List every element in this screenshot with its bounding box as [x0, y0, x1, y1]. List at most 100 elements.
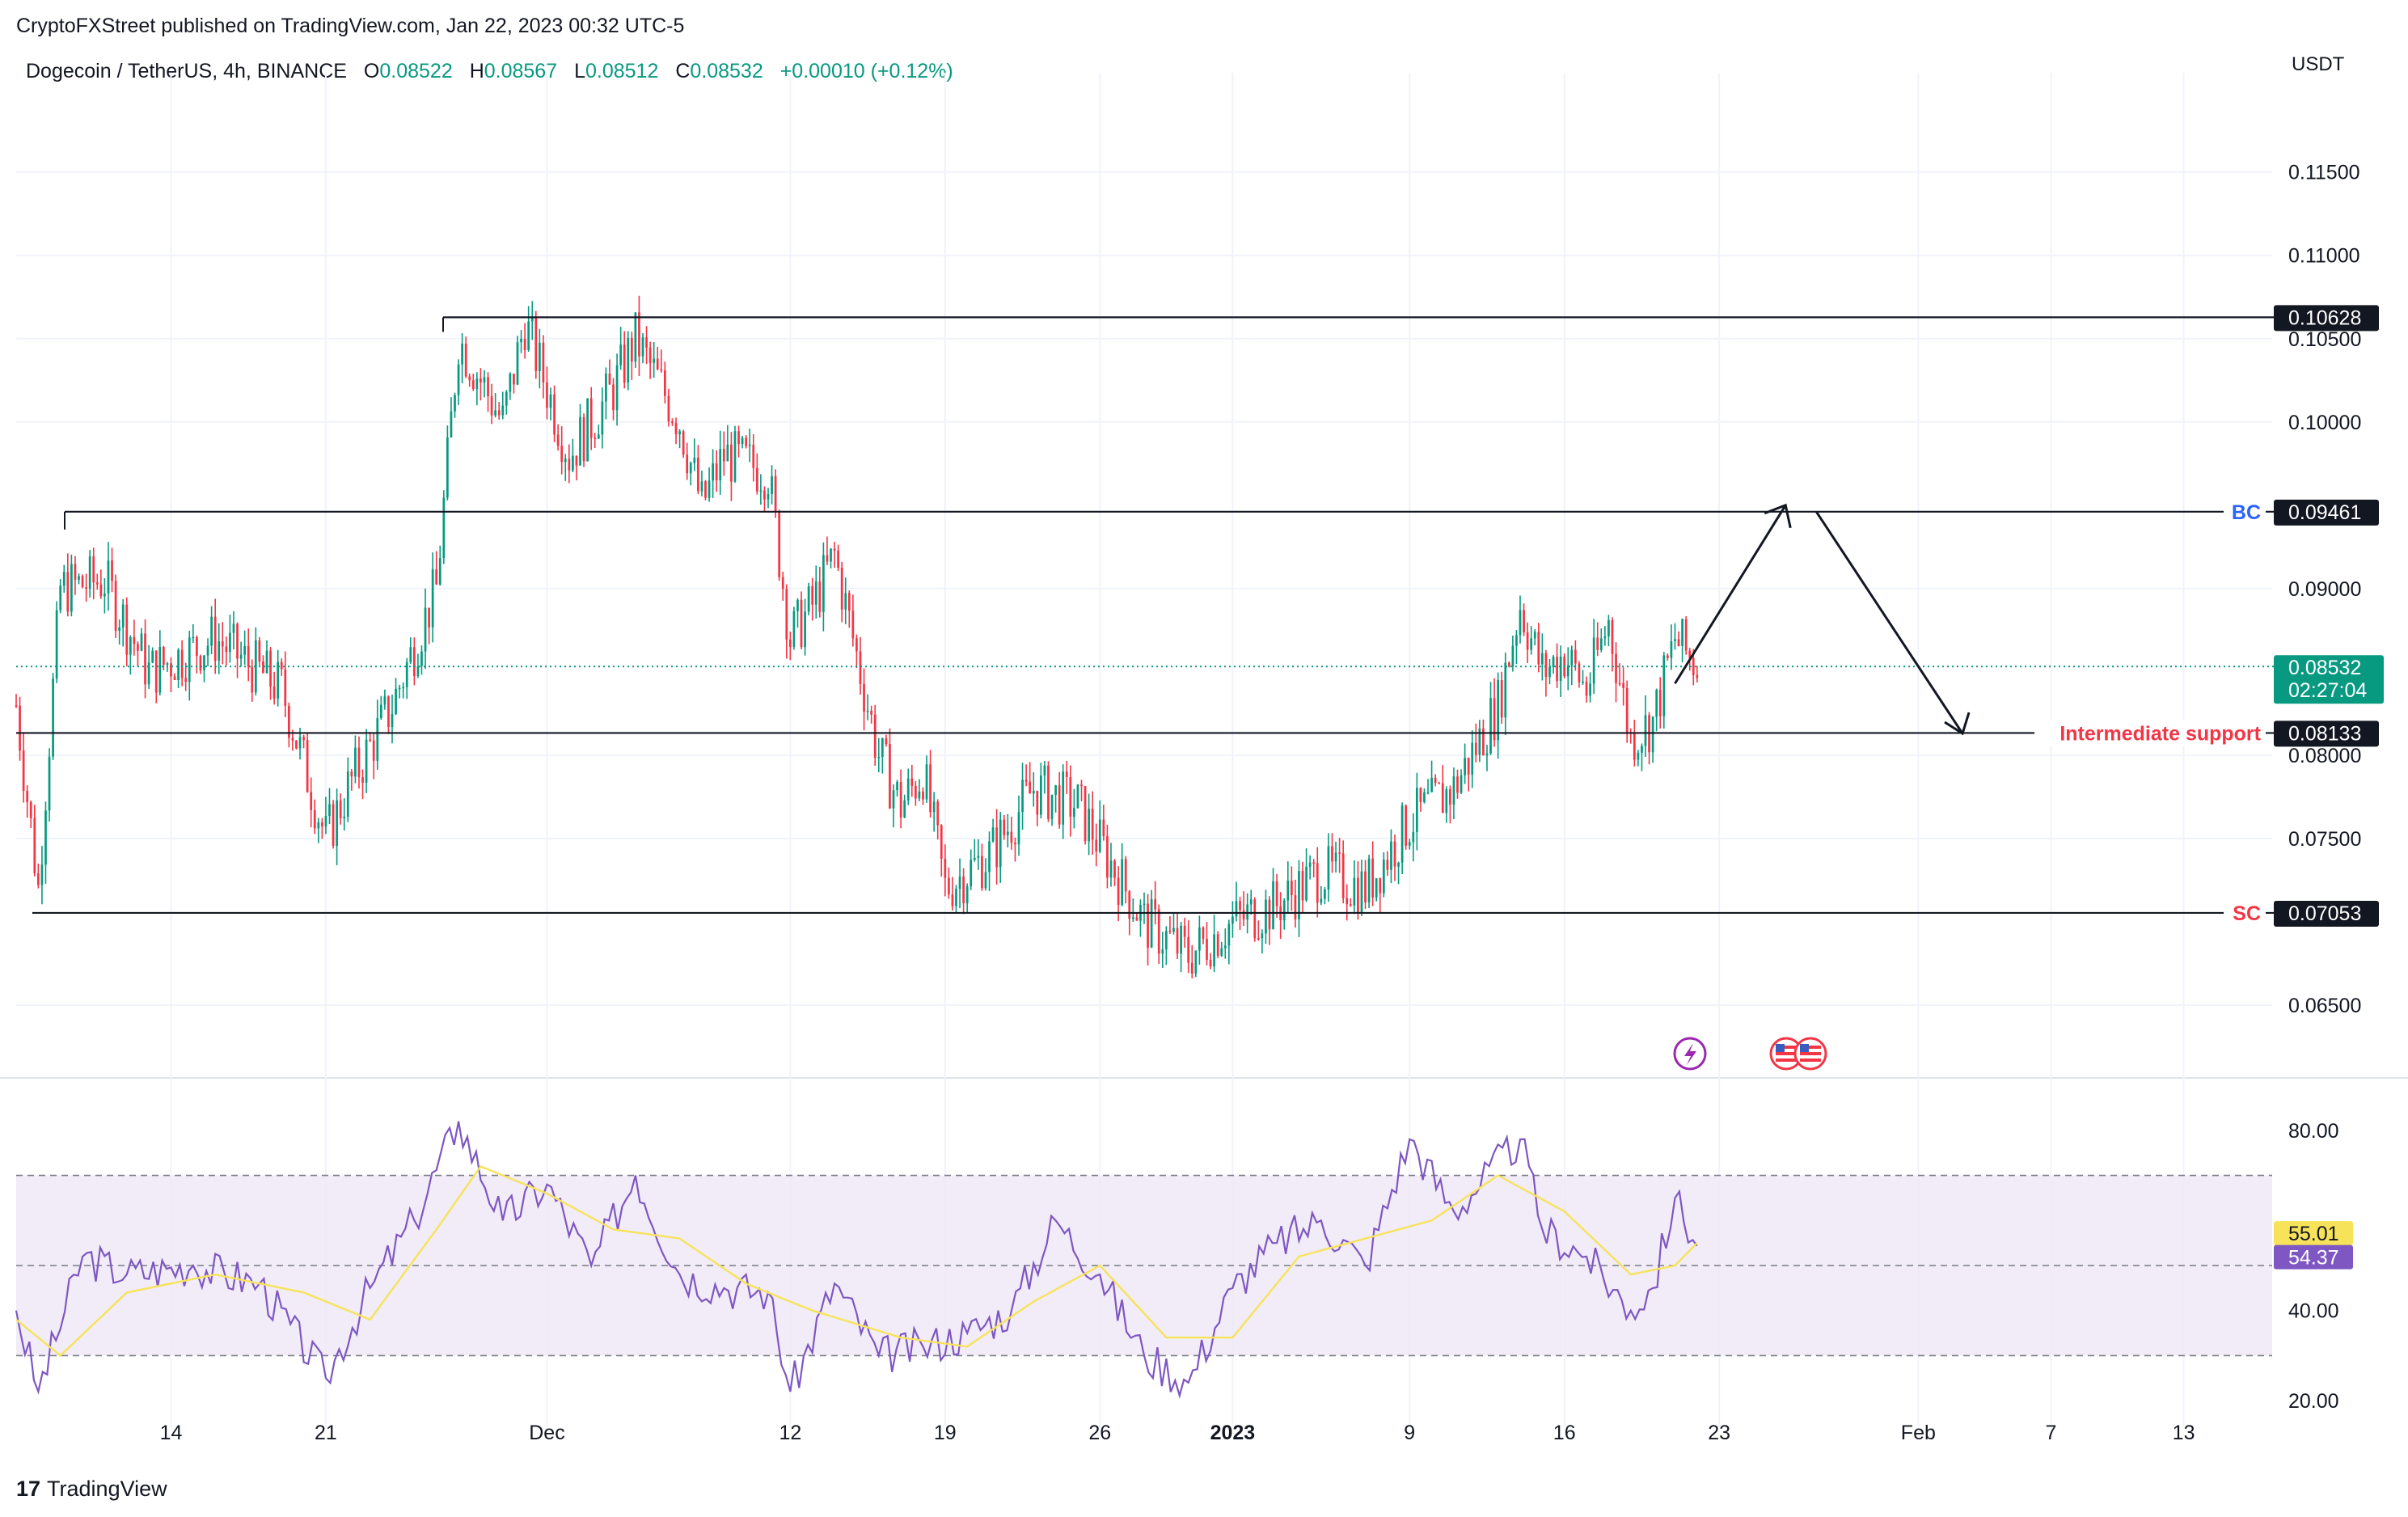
- candle-body: [387, 696, 390, 728]
- symbol-title[interactable]: Dogecoin / TetherUS, 4h, BINANCE: [26, 60, 347, 82]
- candle-body: [1172, 928, 1175, 932]
- candle-body: [26, 790, 29, 802]
- candle-body: [859, 651, 862, 684]
- candle-body: [914, 785, 917, 799]
- candle-body: [1249, 899, 1253, 905]
- candle-body: [317, 822, 320, 829]
- candle-body: [1301, 871, 1304, 901]
- rsi-tick-label: 80.00: [2288, 1120, 2339, 1143]
- candle-body: [981, 856, 983, 889]
- candle-body: [147, 662, 150, 685]
- candle-body: [800, 599, 803, 648]
- y-tick-label: 0.11500: [2288, 162, 2360, 184]
- candle-body: [1426, 792, 1430, 794]
- candle-body: [944, 859, 947, 878]
- candle-body: [1493, 698, 1496, 741]
- candle-body: [767, 493, 770, 500]
- candle-body: [1367, 858, 1371, 903]
- projection-up-line[interactable]: [1674, 504, 1787, 685]
- us-flag-icon[interactable]: [1793, 1037, 1827, 1071]
- candle-body: [140, 633, 143, 651]
- candle-body: [896, 781, 898, 791]
- x-tick-label: 12: [779, 1422, 801, 1444]
- candle-body: [1452, 776, 1455, 805]
- candle-body: [81, 576, 84, 588]
- candle-body: [1559, 657, 1562, 682]
- candle-body: [1239, 901, 1241, 911]
- candle-body: [405, 661, 408, 687]
- candle-body: [1390, 841, 1392, 870]
- candle-body: [682, 431, 685, 455]
- candle-body: [424, 607, 427, 652]
- candle-body: [1324, 889, 1326, 899]
- candle-body: [1478, 728, 1481, 755]
- candle-body: [1039, 775, 1042, 815]
- candle-body: [1511, 645, 1515, 667]
- candle-body: [1202, 928, 1205, 939]
- candle-body: [170, 663, 172, 677]
- event-icons[interactable]: [1673, 1037, 1827, 1071]
- candle-body: [1150, 899, 1153, 948]
- candle-body: [450, 411, 453, 437]
- candle-body: [1282, 900, 1286, 921]
- candle-body: [1504, 662, 1507, 718]
- candle-body: [74, 564, 77, 580]
- candle-body: [313, 809, 316, 829]
- candle-body: [1582, 681, 1584, 683]
- candle-body: [1338, 852, 1341, 854]
- candle-body: [1098, 819, 1101, 851]
- candle-body: [1010, 831, 1013, 843]
- candle-body: [1482, 728, 1485, 756]
- candle-body: [549, 394, 552, 408]
- candle-body: [689, 463, 692, 474]
- candle-body: [719, 449, 722, 481]
- candle-body: [1644, 715, 1647, 746]
- candle-body: [1121, 859, 1124, 906]
- candle-body: [796, 599, 799, 611]
- candle-body: [402, 687, 405, 689]
- candle-body: [1615, 653, 1617, 683]
- ohlc-open-value: 0.08522: [379, 60, 453, 82]
- candle-body: [59, 585, 62, 611]
- lightning-icon[interactable]: [1673, 1037, 1707, 1071]
- candle-body: [1194, 950, 1198, 974]
- candle-body: [1198, 928, 1201, 951]
- x-tick-label: 13: [2173, 1422, 2195, 1444]
- candle-body: [118, 627, 121, 632]
- y-tick-label: 0.06500: [2288, 995, 2361, 1017]
- candle-body: [1161, 949, 1164, 954]
- candle-body: [1043, 765, 1046, 776]
- candle-body: [1655, 689, 1658, 717]
- candle-body: [1596, 637, 1599, 650]
- candle-body: [247, 646, 250, 667]
- candle-body: [594, 437, 597, 439]
- us-flag-icon[interactable]: [1769, 1037, 1803, 1071]
- candle-body: [196, 636, 198, 657]
- candle-body: [1050, 794, 1054, 819]
- candle-body: [173, 676, 176, 680]
- tradingview-logo[interactable]: 17 TradingView: [16, 1477, 167, 1502]
- candle-body: [44, 810, 47, 865]
- candle-body: [1471, 742, 1474, 775]
- candle-body: [1227, 923, 1231, 946]
- candle-body: [99, 584, 103, 597]
- candle-body: [1400, 805, 1404, 863]
- candle-body: [1349, 904, 1352, 906]
- projection-down-line[interactable]: [1814, 510, 1964, 734]
- candle-body: [597, 434, 600, 439]
- candle-body: [52, 678, 54, 757]
- candle-body: [1147, 903, 1149, 948]
- candle-body: [730, 444, 733, 482]
- candle-body: [302, 737, 305, 741]
- candle-body: [490, 395, 493, 416]
- candle-body: [889, 744, 891, 809]
- candle-body: [1379, 878, 1382, 894]
- candle-body: [1320, 898, 1323, 903]
- candle-body: [542, 342, 545, 383]
- candle-body: [321, 822, 323, 826]
- level-price-label: 0.07053: [2288, 902, 2361, 925]
- candle-body: [1500, 680, 1503, 718]
- candle-body: [225, 646, 228, 652]
- candle-body: [693, 457, 696, 463]
